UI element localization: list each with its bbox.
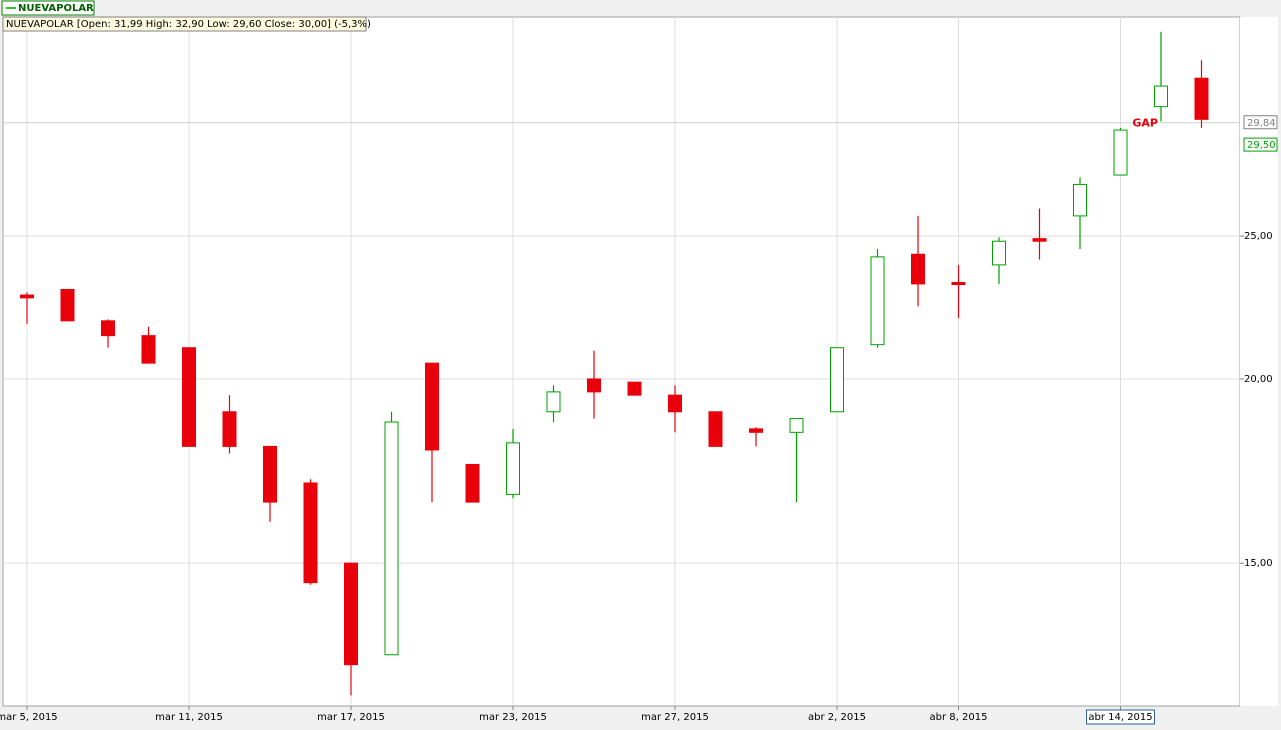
candle-body (1113, 129, 1128, 176)
y-tick-label: 25,00 (1244, 231, 1273, 242)
plot-area (2, 16, 1241, 707)
selected-date-box (1086, 709, 1155, 725)
x-tick-label: abr 14, 2015 (1088, 712, 1152, 723)
candle-body (1194, 77, 1209, 120)
candle-body (870, 256, 885, 346)
candle-body (344, 562, 358, 666)
candle-body (20, 294, 34, 299)
candle-body (1073, 183, 1087, 217)
price-tag-label: 29,84 (1247, 118, 1276, 129)
annotation: GAP (1132, 117, 1158, 130)
legend-box (1, 0, 95, 16)
price-tag (1243, 115, 1278, 130)
candle-body (1154, 85, 1168, 108)
candle-body (546, 391, 561, 413)
candle-body (789, 418, 804, 433)
candle-body (951, 282, 966, 286)
candle-body (60, 288, 75, 322)
info-text: NUEVAPOLAR [Open: 31,99 High: 32,90 Low:… (6, 19, 371, 30)
price-tag-label: 29,50 (1247, 140, 1276, 151)
candle-body (141, 335, 156, 364)
y-axis-area (1240, 17, 1278, 706)
candle-body (587, 378, 601, 393)
candle-body (708, 411, 723, 447)
candle-body (101, 320, 115, 337)
candle-body (911, 253, 925, 285)
candle-body (627, 381, 642, 396)
y-tick-label: 20,00 (1244, 374, 1273, 385)
x-tick-label: abr 8, 2015 (930, 712, 988, 723)
x-tick-label: mar 11, 2015 (155, 712, 223, 723)
candle-body (830, 347, 844, 413)
x-tick-label: abr 2, 2015 (808, 712, 866, 723)
candle-body (303, 482, 318, 584)
x-tick-label: mar 5, 2015 (0, 712, 58, 723)
candle-body (465, 463, 480, 503)
x-tick-label: mar 27, 2015 (641, 712, 709, 723)
y-tick-label: 15,00 (1244, 558, 1273, 569)
candle-body (1032, 238, 1047, 242)
legend-label: NUEVAPOLAR (18, 3, 94, 14)
candle-body (992, 240, 1006, 266)
candle-body (222, 411, 237, 447)
x-tick-label: mar 23, 2015 (479, 712, 547, 723)
candle-body (668, 394, 682, 413)
candle-body (425, 362, 439, 451)
candle-body (506, 442, 520, 495)
price-tag (1243, 137, 1278, 152)
x-tick-label: mar 17, 2015 (317, 712, 385, 723)
candle-body (263, 445, 277, 503)
candle-body (749, 428, 763, 433)
info-box (2, 16, 367, 32)
candle-body (182, 347, 196, 447)
candle-body (384, 421, 399, 656)
